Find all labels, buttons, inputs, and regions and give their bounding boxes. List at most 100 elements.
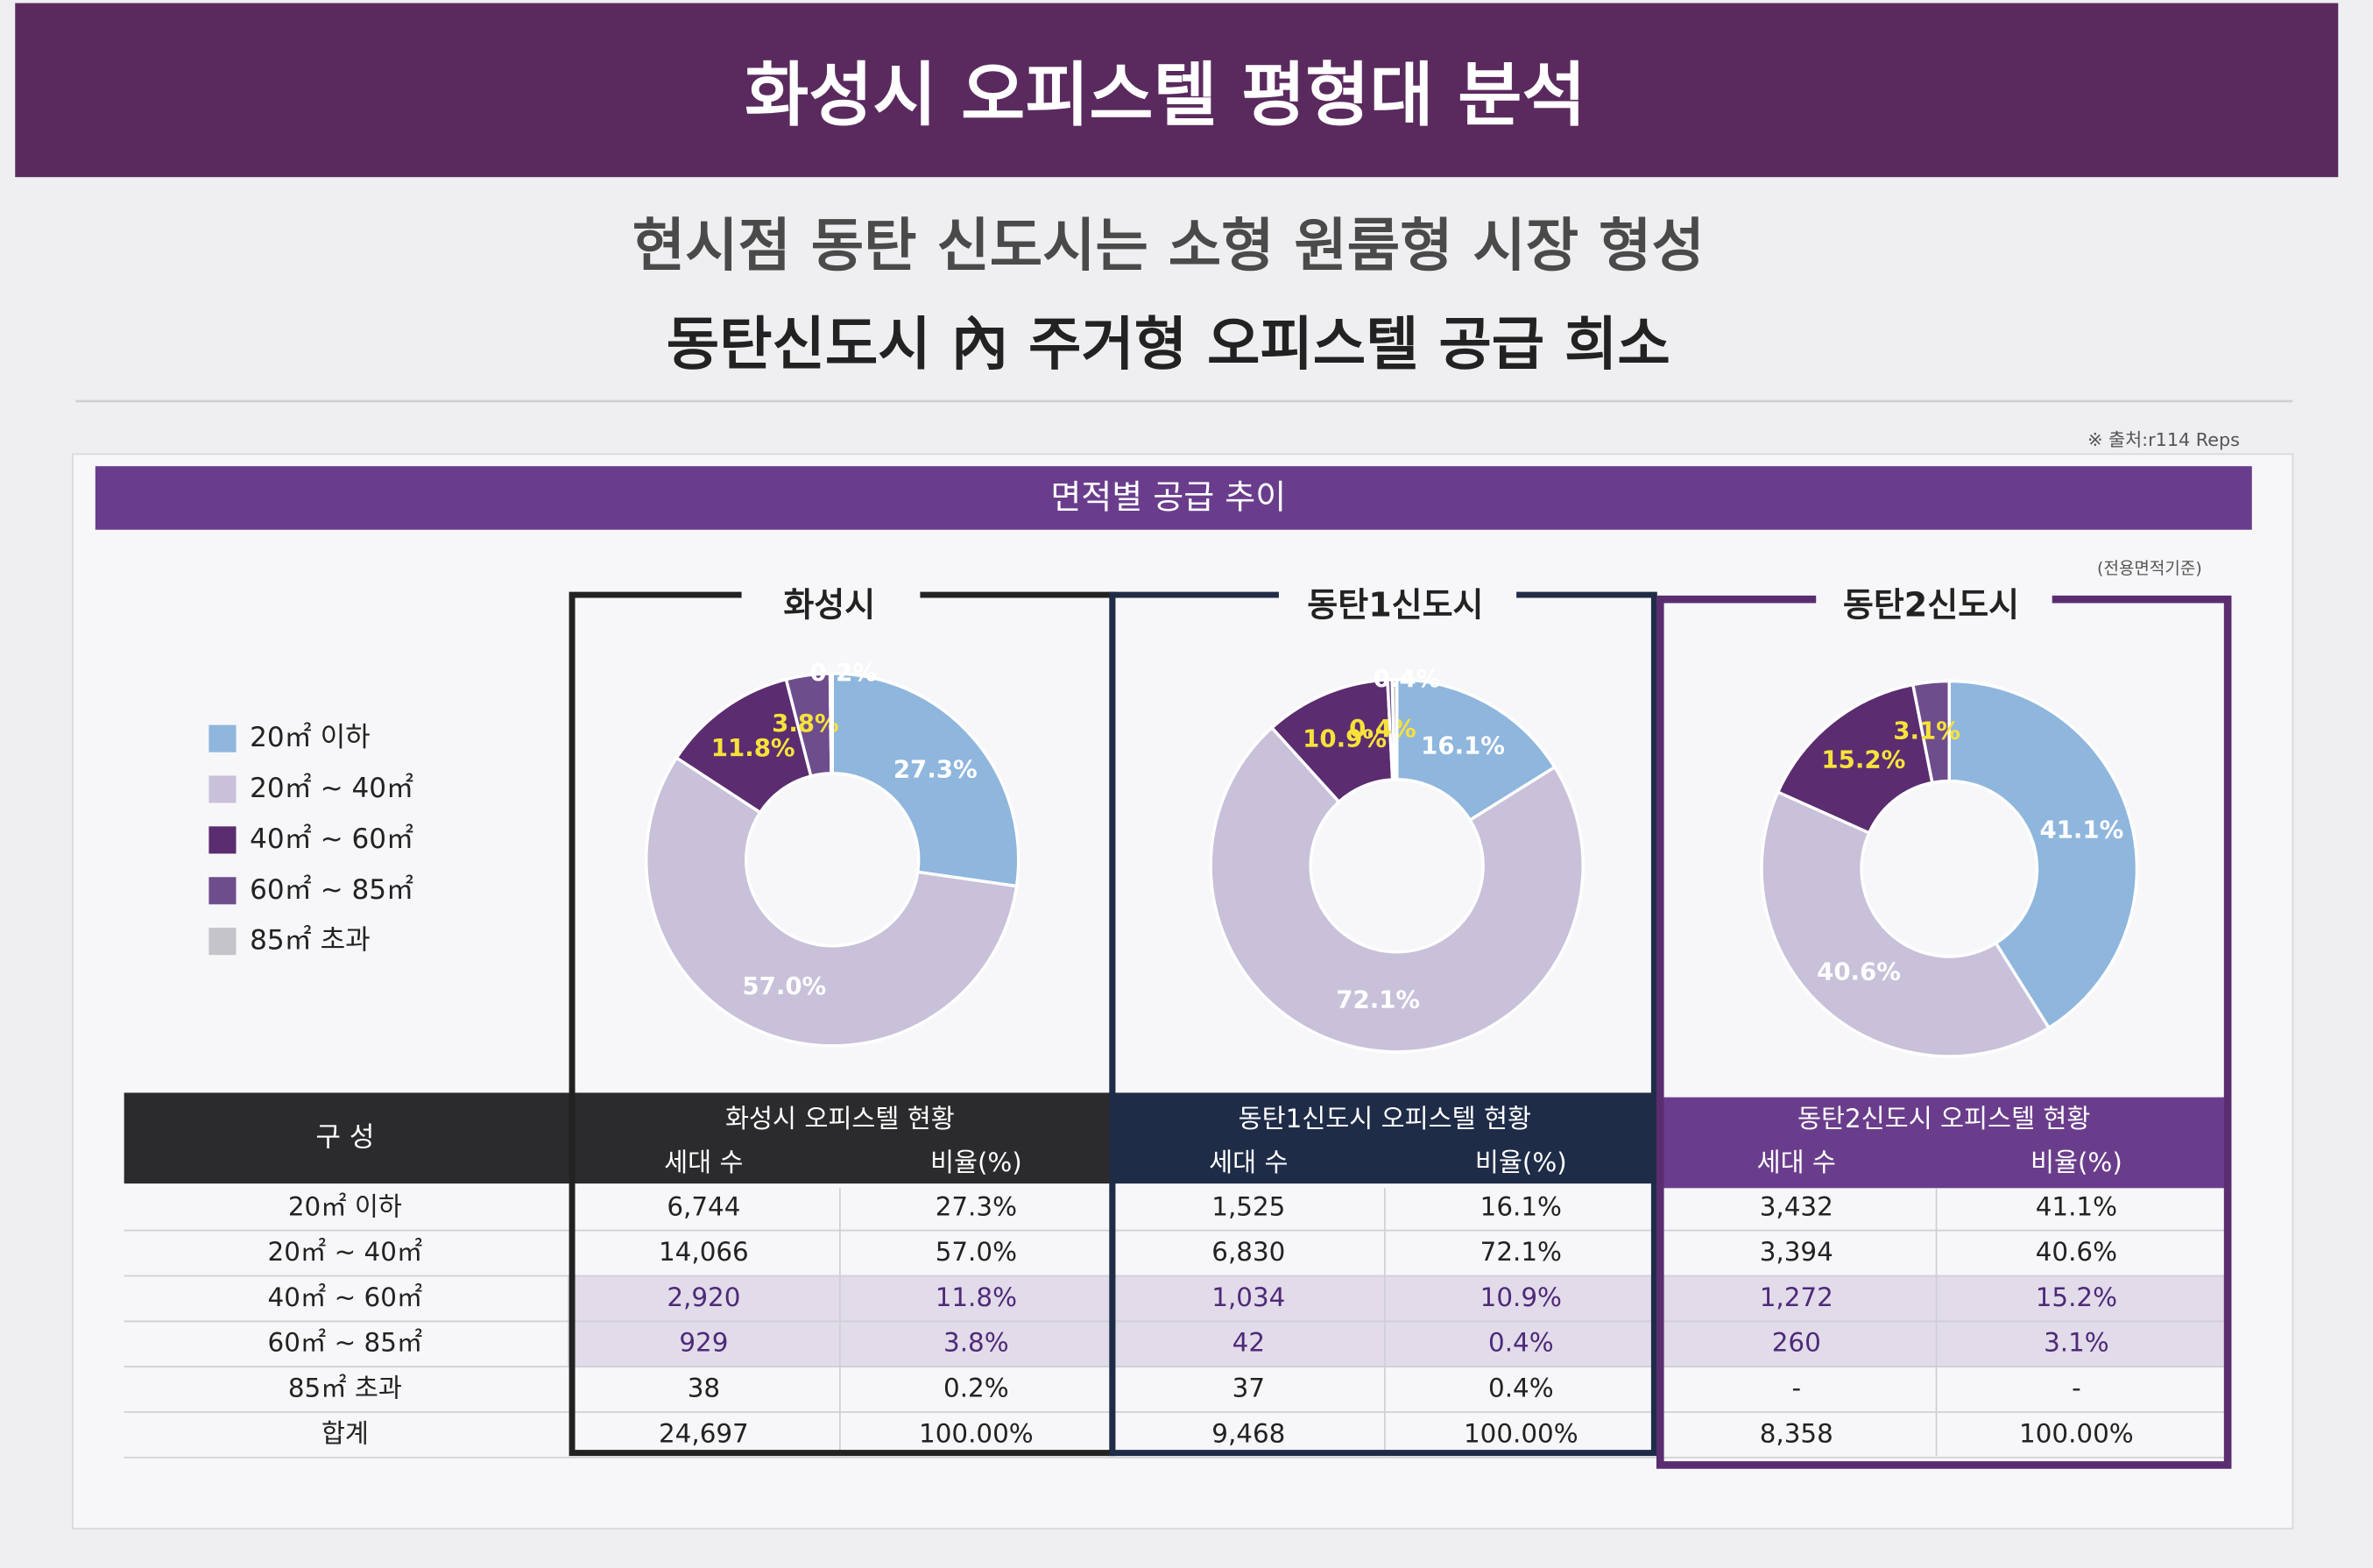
pie-slice — [645, 755, 1019, 1048]
legend-swatch — [208, 775, 237, 803]
chart-title: 동탄1신도시 — [1307, 585, 1483, 624]
legend-label: 60㎡ ~ 85㎡ — [250, 874, 413, 906]
table-cell: 15.2% — [2036, 1282, 2117, 1312]
table-group-header: 동탄2신도시 오피스텔 현황 — [1797, 1104, 2090, 1134]
row-label: 20㎡ ~ 40㎡ — [268, 1237, 423, 1267]
subtitle: 동탄신도시 內 주거형 오피스텔 공급 희소 — [667, 311, 1670, 378]
legend-label: 40㎡ ~ 60㎡ — [250, 823, 413, 855]
table-cell: 6,830 — [1211, 1237, 1285, 1267]
table-cell: 40.6% — [2036, 1237, 2117, 1267]
value-label: 11.8% — [711, 733, 795, 762]
table-cell: 10.9% — [1480, 1282, 1562, 1312]
table-cell: 100.00% — [1464, 1418, 1578, 1448]
value-label: 15.2% — [1821, 745, 1905, 774]
table-cell: - — [1791, 1374, 1801, 1403]
table-cell: 1,272 — [1760, 1282, 1833, 1312]
value-label: 41.1% — [2039, 815, 2123, 844]
source: ※ 출처:r114 Reps — [2087, 429, 2240, 450]
title: 화성시 오피스텔 평형대 분석 — [745, 54, 1586, 136]
panel-title: 면적별 공급 추이 — [1050, 478, 1286, 517]
table-subheader: 세대 수 — [1209, 1148, 1288, 1177]
row-label: 20㎡ 이하 — [288, 1191, 402, 1221]
table-group-header: 화성시 오피스텔 현황 — [725, 1104, 955, 1134]
table-cell: 37 — [1232, 1374, 1265, 1403]
chart-title: 화성시 — [783, 585, 875, 624]
table-cell: 72.1% — [1480, 1237, 1562, 1267]
table-cell: 24,697 — [659, 1418, 749, 1448]
table-cell: 57.0% — [936, 1237, 1017, 1267]
value-label: 3.8% — [772, 709, 839, 738]
table-cell: 16.1% — [1480, 1191, 1562, 1221]
legend-label: 85㎡ 초과 — [250, 925, 371, 957]
legend-label: 20㎡ 이하 — [250, 722, 371, 753]
value-label: 40.6% — [1817, 957, 1901, 985]
value-label: 16.1% — [1421, 731, 1505, 759]
table-cell: 3.1% — [2044, 1328, 2109, 1358]
table-cell: 1,034 — [1211, 1282, 1285, 1312]
panel-header — [95, 466, 2252, 530]
legend-swatch — [208, 724, 237, 752]
table-cell: 929 — [679, 1328, 728, 1358]
pie-slice — [1395, 678, 1557, 823]
value-label: 57.0% — [742, 971, 826, 1000]
pie-slice — [1209, 725, 1585, 1054]
table-header-1 — [124, 1092, 1112, 1184]
table-cell: 42 — [1232, 1328, 1265, 1358]
value-label: 27.3% — [893, 755, 978, 784]
subtitle: 현시점 동탄 신도시는 소형 원룸형 시장 형성 — [632, 213, 1705, 279]
table-subheader: 세대 수 — [1757, 1148, 1836, 1177]
row-label: 60㎡ ~ 85㎡ — [268, 1328, 423, 1358]
pie-slice — [1947, 679, 2139, 1030]
table-cell: 6,744 — [667, 1191, 740, 1221]
table-cell: - — [2072, 1374, 2081, 1403]
table-cell: 0.2% — [943, 1374, 1009, 1403]
row-label: 40㎡ ~ 60㎡ — [268, 1282, 423, 1312]
pie-slice — [1776, 682, 1934, 836]
value-label: 72.1% — [1336, 985, 1420, 1014]
table-header-3 — [1660, 1097, 2228, 1189]
table-corner: 구 성 — [315, 1121, 374, 1153]
table-cell: 11.8% — [936, 1282, 1017, 1312]
basis-note: (전용면적기준) — [2097, 559, 2202, 578]
pie-slice — [830, 672, 1021, 888]
legend-label: 20㎡ ~ 40㎡ — [250, 773, 413, 804]
table-subheader: 세대 수 — [664, 1148, 743, 1177]
frame-3 — [1656, 595, 2232, 1469]
value-label: 3.1% — [1893, 716, 1960, 745]
value-label: 0.4% — [1349, 714, 1416, 743]
value-label: 10.9% — [1303, 724, 1387, 753]
table-cell: 100.00% — [919, 1418, 1034, 1448]
table-group-header: 동탄1신도시 오피스텔 현황 — [1239, 1104, 1531, 1134]
table-cell: 0.4% — [1488, 1328, 1554, 1358]
table-cell: 38 — [688, 1374, 720, 1403]
pie-slice — [828, 672, 834, 775]
frame-2 — [1109, 591, 1657, 1457]
table-cell: 27.3% — [936, 1191, 1017, 1221]
chart-frames — [569, 591, 2232, 1469]
pie-slice — [1390, 678, 1399, 781]
table-cell: 2,920 — [667, 1282, 740, 1312]
table-subheader: 비율(%) — [1475, 1148, 1567, 1177]
table-header-2 — [1112, 1092, 1657, 1184]
table-cell: 3,394 — [1760, 1237, 1833, 1267]
row-label: 85㎡ 초과 — [288, 1374, 402, 1403]
legend-swatch — [208, 928, 237, 956]
table-cell: 9,468 — [1211, 1418, 1285, 1448]
table-cell: 8,358 — [1760, 1418, 1833, 1448]
table-cell: 100.00% — [2019, 1418, 2134, 1448]
header-bar — [15, 3, 2339, 178]
legend-swatch — [208, 826, 237, 854]
table-cell: 3.8% — [943, 1328, 1009, 1358]
row-label: 합계 — [321, 1418, 369, 1448]
chart-title: 동탄2신도시 — [1843, 585, 2019, 624]
legend-swatch — [208, 877, 237, 905]
table-cell: 1,525 — [1211, 1191, 1285, 1221]
value-label: 0.2% — [809, 658, 877, 687]
table-cell: 0.4% — [1488, 1374, 1554, 1403]
frame-1 — [569, 591, 1116, 1457]
pie-slice — [1760, 789, 2052, 1058]
table-subheader: 비율(%) — [2030, 1148, 2122, 1177]
value-label: 0.4% — [1374, 664, 1441, 693]
pie-slice — [1910, 679, 1951, 785]
